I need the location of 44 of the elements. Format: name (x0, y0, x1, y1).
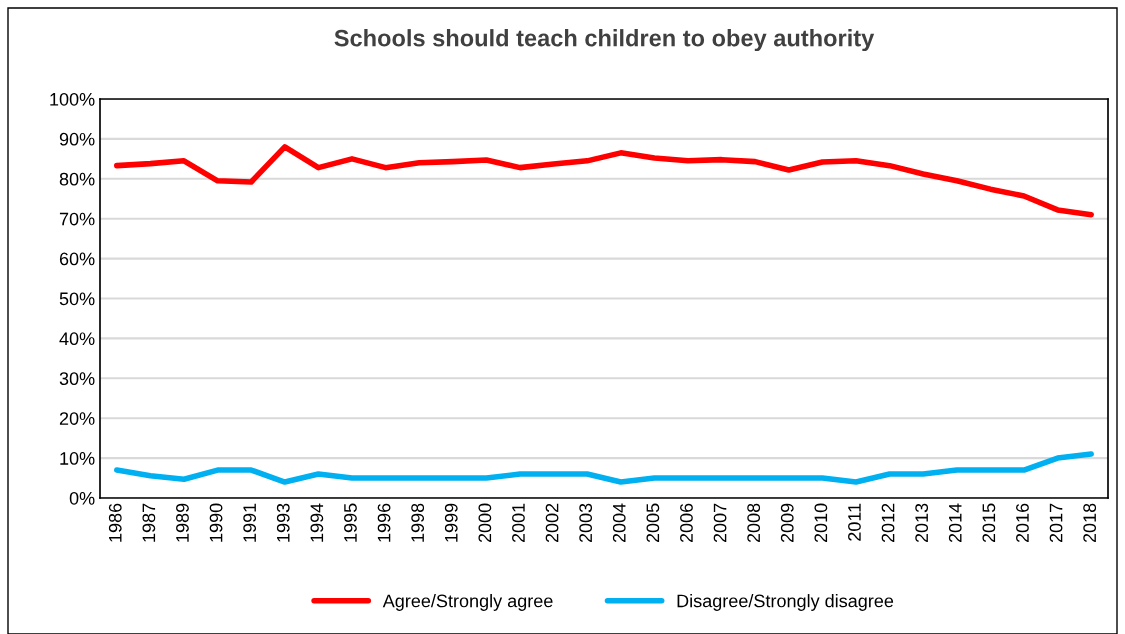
x-tick-label: 1993 (276, 503, 290, 542)
x-tick-label: 2018 (1083, 503, 1097, 543)
y-tick-label: 40% (59, 332, 95, 346)
x-tick-label: 1990 (209, 503, 223, 542)
y-tick-label: 70% (59, 212, 95, 226)
x-tick-label: 2001 (512, 503, 525, 543)
x-tick-label: 2015 (982, 503, 996, 543)
x-tick-label: 2014 (948, 503, 962, 543)
x-tick-label: 2004 (612, 503, 626, 543)
x-tick-label: 2010 (814, 503, 828, 543)
x-tick-label: 1989 (176, 503, 189, 542)
x-tick-label: 1995 (344, 503, 357, 542)
x-tick-label: 1987 (142, 503, 156, 542)
legend-label: Agree/Strongly agree (382, 594, 553, 611)
x-tick-label: 1986 (108, 503, 122, 542)
y-tick-label: 0% (69, 491, 95, 505)
y-tick-label: 10% (60, 452, 95, 465)
x-tick-label: 2007 (713, 503, 727, 543)
x-tick-label: 2005 (646, 503, 660, 543)
x-tick-label: 1991 (243, 503, 257, 542)
y-tick-label: 60% (59, 252, 95, 266)
x-tick-label: 1994 (310, 503, 324, 542)
y-tick-label: 50% (59, 292, 95, 306)
x-tick-label: 2006 (680, 503, 693, 543)
x-tick-label: 2017 (1049, 503, 1063, 543)
x-tick-label: 2002 (545, 503, 559, 543)
x-tick-label: 2008 (747, 503, 761, 543)
y-tick-label: 30% (59, 372, 95, 386)
x-tick-label: 2000 (478, 503, 492, 543)
x-tick-label: 2009 (780, 503, 794, 543)
x-tick-label: 1999 (444, 503, 458, 542)
x-tick-label: 2011 (848, 503, 861, 541)
legend-label: Disagree/Strongly disagree (677, 594, 894, 611)
y-tick-label: 100% (50, 92, 95, 106)
x-tick-label: 1998 (411, 503, 425, 542)
y-tick-label: 90% (59, 132, 95, 146)
x-tick-label: 2013 (915, 503, 929, 543)
chart-title: Schools should teach children to obey authority (334, 29, 875, 52)
y-tick-label: 20% (59, 412, 95, 425)
x-tick-label: 2003 (579, 503, 593, 543)
y-tick-label: 80% (59, 172, 95, 186)
x-tick-label: 2016 (1016, 503, 1029, 543)
x-tick-label: 1996 (377, 503, 391, 542)
x-tick-label: 2012 (881, 503, 895, 543)
